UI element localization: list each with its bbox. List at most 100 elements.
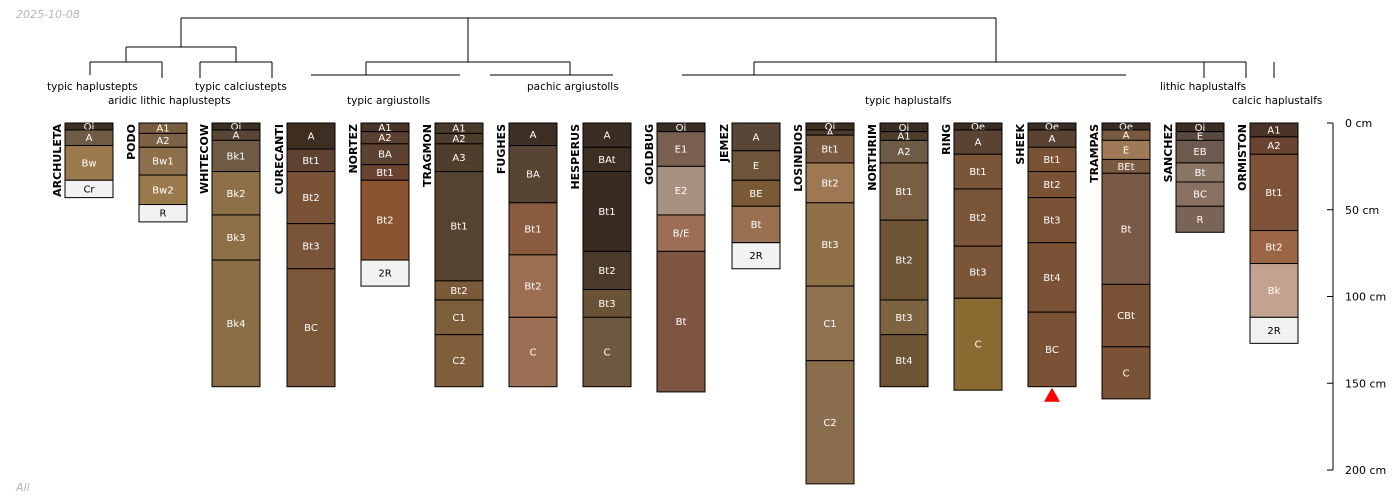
horizon-label-hesperus-bt2: Bt2 <box>598 266 615 277</box>
horizon-fughes-bt1 <box>508 202 558 256</box>
horizon-trampas-cbt <box>1101 283 1151 348</box>
horizon-label-sheek-bt1: Bt1 <box>1043 155 1060 166</box>
horizon-goldbug-e1 <box>656 131 706 167</box>
horizon-label-podo-a2: A2 <box>156 136 169 147</box>
depth-tick-label-100: 100 cm <box>1345 291 1386 304</box>
horizon-losindios-bt3 <box>805 202 855 287</box>
horizon-label-archuleta-a: A <box>86 133 93 144</box>
horizon-ring-bt2 <box>953 188 1003 247</box>
profile-label-northrim: NORTHRIM <box>866 124 879 191</box>
horizon-northrim-bt2 <box>879 219 929 301</box>
horizon-label-ormiston-bt2: Bt2 <box>1265 243 1282 254</box>
horizon-curecanti-a <box>286 122 336 150</box>
horizon-podo-bw1 <box>138 146 188 176</box>
horizon-label-sanchez-oi: Oi <box>1195 123 1206 134</box>
horizon-label-ormiston-a2: A2 <box>1267 141 1280 152</box>
horizon-label-losindios-c2: C2 <box>823 418 836 429</box>
horizon-label-fughes-bt2: Bt2 <box>524 282 541 293</box>
profile-label-hesperus: HESPERUS <box>569 124 582 190</box>
horizon-label-hesperus-c: C <box>604 348 611 359</box>
horizon-nortez-bt2 <box>360 179 410 261</box>
horizon-label-curecanti-bt2: Bt2 <box>302 193 319 204</box>
horizon-hesperus-bt3 <box>582 289 632 318</box>
horizon-label-whitecow-bk4: Bk4 <box>226 319 245 330</box>
horizon-label-jemez-be: BE <box>749 189 762 200</box>
profile-label-fughes: FUGHES <box>495 124 508 174</box>
horizon-jemez-2r <box>731 242 781 270</box>
horizon-label-goldbug-e2: E2 <box>675 186 688 197</box>
horizon-label-fughes-a: A <box>530 130 537 141</box>
horizon-label-jemez-bt: Bt <box>751 220 762 231</box>
horizon-label-hesperus-a: A <box>604 131 611 142</box>
horizon-goldbug-bt <box>656 250 706 393</box>
horizon-sheek-bt3 <box>1027 197 1077 244</box>
profile-label-podo: PODO <box>125 124 138 160</box>
horizon-ormiston-bt1 <box>1249 153 1299 232</box>
horizon-label-sanchez-eb: EB <box>1193 147 1206 158</box>
horizon-label-nortez-2r: 2R <box>378 269 391 280</box>
horizon-label-tragmon-bt2: Bt2 <box>450 286 467 297</box>
horizon-tragmon-bt1 <box>434 171 484 282</box>
horizon-label-tragmon-a3: A3 <box>452 153 465 164</box>
profile-label-jemez: JEMEZ <box>718 124 731 163</box>
profile-label-whitecow: WHITECOW <box>198 124 211 194</box>
horizon-fughes-bt2 <box>508 254 558 318</box>
horizon-label-northrim-bt4: Bt4 <box>895 356 912 367</box>
depth-tick-label-150: 150 cm <box>1345 377 1386 390</box>
horizon-label-nortez-bt2: Bt2 <box>376 216 393 227</box>
horizon-label-jemez-e: E <box>753 161 759 172</box>
horizon-label-fughes-ba: BA <box>526 170 540 181</box>
horizon-label-podo-bw1: Bw1 <box>152 157 173 168</box>
horizon-label-nortez-a1: A1 <box>378 123 391 134</box>
date-label: 2025-10-08 <box>16 8 80 21</box>
horizon-label-hesperus-bat: BAt <box>598 155 616 166</box>
horizon-label-northrim-bt1: Bt1 <box>895 187 912 198</box>
profile-fughes: FUGHES A BA Bt1 Bt2 C <box>495 122 558 388</box>
horizon-label-ring-bt3: Bt3 <box>969 268 986 279</box>
group-label-calcic-haplustalfs: calcic haplustalfs <box>1232 95 1322 107</box>
horizon-label-ring-a: A <box>975 138 982 149</box>
depth-tick-label-200: 200 cm <box>1345 464 1386 477</box>
horizon-label-ring-oe: Oe <box>971 122 985 133</box>
horizon-hesperus-bt2 <box>582 250 632 291</box>
profile-label-tragmon: TRAGMON <box>421 124 434 187</box>
horizon-nortez-2r <box>360 259 410 287</box>
horizon-label-goldbug-bt: Bt <box>676 317 687 328</box>
profile-jemez: JEMEZ A E BE Bt 2R <box>718 122 781 270</box>
horizon-whitecow-bk4 <box>211 259 261 388</box>
group-label-typic-calciustepts: typic calciustepts <box>195 81 287 93</box>
horizon-label-losindios-a: A <box>827 128 834 139</box>
depth-tick-label-0: 0 cm <box>1345 117 1372 130</box>
horizon-losindios-bt2 <box>805 162 855 204</box>
horizon-label-whitecow-bk3: Bk3 <box>226 233 245 244</box>
group-label-typic-haplustalfs: typic haplustalfs <box>865 95 951 107</box>
horizon-curecanti-bt2 <box>286 171 336 225</box>
horizon-northrim-bt3 <box>879 299 929 336</box>
group-label-lithic-haplustalfs: lithic haplustalfs <box>1160 81 1246 93</box>
horizon-label-ring-c: C <box>975 340 982 351</box>
horizon-label-curecanti-a: A <box>308 132 315 143</box>
group-label-typic-haplustepts: typic haplustepts <box>47 81 138 93</box>
horizon-tragmon-a3 <box>434 143 484 173</box>
horizon-podo-r <box>138 204 188 223</box>
horizon-label-ormiston-a1: A1 <box>1267 125 1280 136</box>
profile-sheek: SHEEK OeA Bt1 Bt2 Bt3 Bt4 BC <box>1014 122 1077 388</box>
horizon-jemez-e <box>731 150 781 181</box>
horizon-label-tragmon-c1: C1 <box>452 313 465 324</box>
horizon-ormiston-2r <box>1249 316 1299 344</box>
profile-ring: RING Oe A Bt1 Bt2 Bt3 C <box>940 122 1003 391</box>
horizon-label-sheek-bt4: Bt4 <box>1043 273 1060 284</box>
horizon-tragmon-c2 <box>434 334 484 388</box>
profile-label-trampas: TRAMPAS <box>1088 124 1101 183</box>
horizon-label-sanchez-bt: Bt <box>1195 168 1206 179</box>
horizon-archuleta-cr <box>64 179 114 199</box>
profile-hesperus: HESPERUS A BAt Bt1 Bt2 Bt3 C <box>569 122 632 388</box>
group-labels: typic haplustepts aridic lithic haplustep… <box>47 81 1322 107</box>
horizon-label-whitecow-a: A <box>233 131 240 142</box>
horizon-label-losindios-bt2: Bt2 <box>821 178 838 189</box>
